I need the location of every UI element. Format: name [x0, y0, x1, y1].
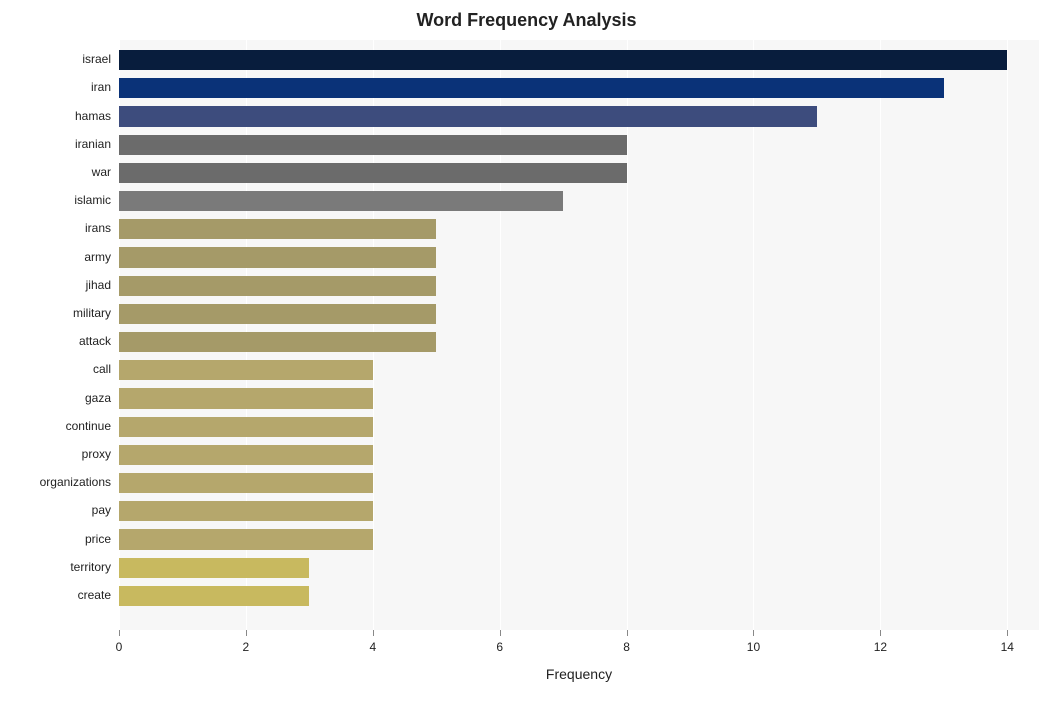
ylabel: israel	[82, 52, 111, 66]
xtick-line	[627, 630, 628, 636]
ylabel: army	[84, 250, 111, 264]
ylabel: hamas	[75, 109, 111, 123]
ylabel: iran	[91, 80, 111, 94]
bar	[119, 586, 309, 606]
ylabel: islamic	[74, 193, 111, 207]
xtick-label: 14	[1001, 640, 1014, 654]
xtick-line	[1007, 630, 1008, 636]
bar	[119, 135, 627, 155]
bar	[119, 529, 373, 549]
xtick-line	[880, 630, 881, 636]
ylabel: attack	[79, 334, 111, 348]
xtick-line	[373, 630, 374, 636]
xtick-label: 10	[747, 640, 760, 654]
ylabel: call	[93, 362, 111, 376]
ylabel: iranian	[75, 137, 111, 151]
ylabel: create	[78, 588, 111, 602]
xtick-label: 4	[369, 640, 376, 654]
bar	[119, 558, 309, 578]
ylabel: continue	[66, 419, 111, 433]
xtick-label: 2	[243, 640, 250, 654]
grid-line	[500, 40, 501, 630]
ylabel: jihad	[86, 278, 111, 292]
bar	[119, 501, 373, 521]
bar	[119, 332, 436, 352]
bar	[119, 191, 563, 211]
xtick-line	[119, 630, 120, 636]
chart-container: Word Frequency Analysis Frequency 0 2 4 6 8 1…	[0, 0, 1053, 701]
chart-title: Word Frequency Analysis	[0, 10, 1053, 31]
bar	[119, 304, 436, 324]
bar	[119, 50, 1007, 70]
ylabel: gaza	[85, 391, 111, 405]
ylabel: organizations	[40, 475, 111, 489]
ylabel: price	[85, 532, 111, 546]
ylabel: irans	[85, 221, 111, 235]
ylabel: pay	[92, 503, 111, 517]
grid-line	[627, 40, 628, 630]
bar	[119, 219, 436, 239]
xtick-line	[246, 630, 247, 636]
grid-line	[880, 40, 881, 630]
bar	[119, 78, 944, 98]
xtick-line	[500, 630, 501, 636]
xtick-label: 12	[874, 640, 887, 654]
xtick-label: 0	[116, 640, 123, 654]
xtick-label: 8	[623, 640, 630, 654]
bar	[119, 388, 373, 408]
bar	[119, 247, 436, 267]
xtick-line	[753, 630, 754, 636]
bar	[119, 360, 373, 380]
ylabel: war	[92, 165, 111, 179]
bar	[119, 445, 373, 465]
x-axis-label: Frequency	[119, 666, 1039, 682]
xtick-label: 6	[496, 640, 503, 654]
ylabel: territory	[70, 560, 111, 574]
grid-line	[753, 40, 754, 630]
plot-area	[119, 40, 1039, 630]
bar	[119, 276, 436, 296]
bar	[119, 417, 373, 437]
bar	[119, 163, 627, 183]
bar	[119, 473, 373, 493]
ylabel: proxy	[82, 447, 111, 461]
ylabel: military	[73, 306, 111, 320]
grid-line	[1007, 40, 1008, 630]
bar	[119, 106, 817, 126]
